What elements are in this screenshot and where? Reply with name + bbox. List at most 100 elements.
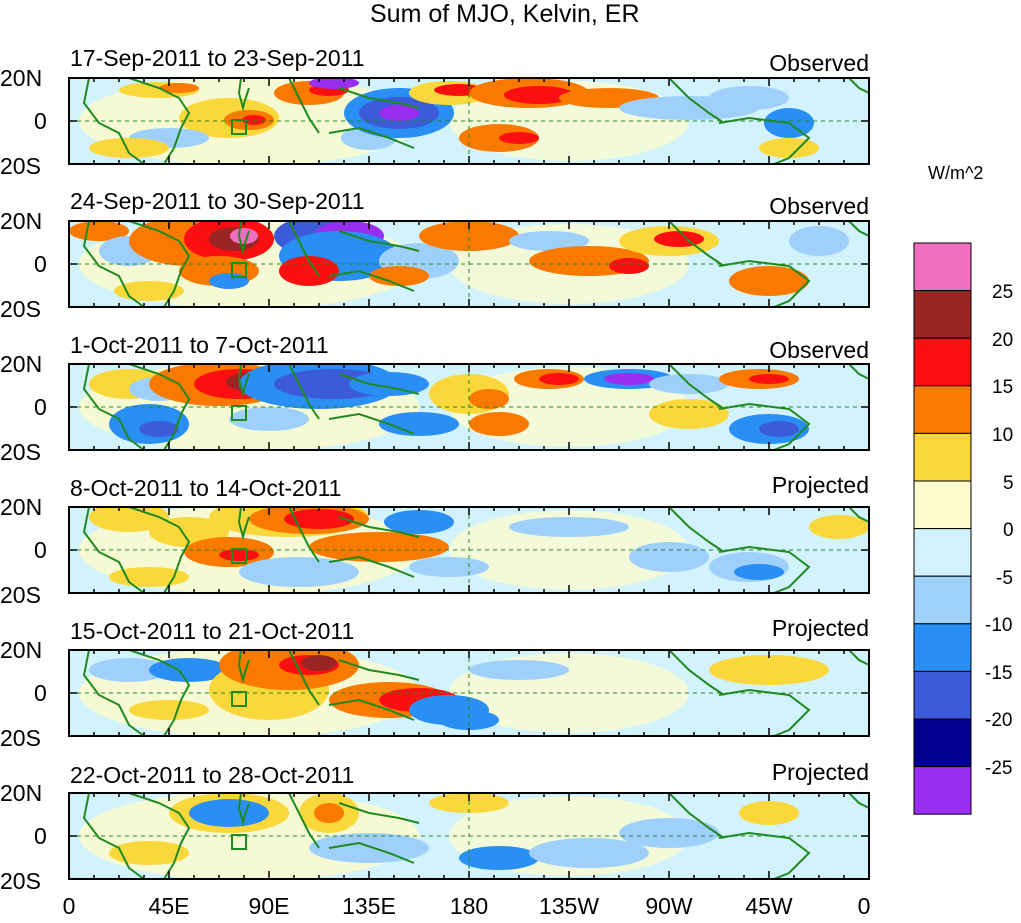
coastline <box>328 269 415 292</box>
lat-label-eq: 0 <box>34 823 47 849</box>
lon-label: 90E <box>248 893 290 919</box>
colorbar-swatch <box>913 385 972 434</box>
coastline <box>718 259 811 307</box>
anomaly-contour <box>369 266 429 286</box>
lon-label: 0 <box>857 893 871 919</box>
anomaly-contour <box>469 412 529 436</box>
map-panel <box>68 792 870 880</box>
reference-box <box>231 691 247 707</box>
lat-label-eq: 0 <box>34 394 47 420</box>
panel-status-2: Observed <box>769 193 869 219</box>
anomaly-contour <box>419 221 519 251</box>
anomaly-contour <box>789 226 849 256</box>
coastline <box>288 650 320 706</box>
panel-status-1: Observed <box>769 50 869 76</box>
anomaly-contour <box>654 231 704 247</box>
colorbar-swatch <box>913 623 972 672</box>
anomaly-contour <box>439 710 499 730</box>
coastline <box>288 793 320 849</box>
coastline <box>128 793 191 879</box>
coastline <box>82 78 145 164</box>
anomaly-contour <box>459 846 539 870</box>
coastline <box>328 698 415 721</box>
coastline <box>82 364 145 450</box>
lat-label-20n: 20N <box>0 65 43 91</box>
coastline <box>668 364 725 410</box>
anomaly-contour <box>499 132 539 144</box>
colorbar-level: -10 <box>985 615 1013 636</box>
colorbar-level: 25 <box>992 282 1014 303</box>
coastline <box>288 364 320 420</box>
coastline <box>82 507 145 593</box>
coastline <box>338 802 420 824</box>
coastline <box>128 78 191 164</box>
anomaly-contour <box>709 86 789 110</box>
anomaly-contour <box>809 515 869 539</box>
anomaly-contour <box>379 105 419 121</box>
anomaly-contour <box>729 266 809 296</box>
coastline <box>668 793 725 839</box>
anomaly-contour <box>619 818 719 848</box>
lat-label-20s: 20S <box>0 582 41 608</box>
colorbar-level: 0 <box>1003 520 1014 541</box>
lat-label-20n: 20N <box>0 208 43 234</box>
anomaly-contour <box>229 407 309 431</box>
lat-label-20s: 20S <box>0 868 41 894</box>
coastline <box>848 507 869 523</box>
lat-label-20n: 20N <box>0 351 43 377</box>
coastline <box>668 507 725 553</box>
colorbar-level: -15 <box>985 663 1013 684</box>
coastline <box>82 650 145 736</box>
lon-label: 135W <box>538 893 600 919</box>
coastline <box>82 793 145 879</box>
anomaly-contour <box>129 700 209 720</box>
anomaly-contour <box>349 372 429 396</box>
anomaly-contour <box>734 564 784 580</box>
coastline <box>237 78 250 112</box>
lon-label: 90W <box>645 893 693 919</box>
panel-period-1: 17-Sep-2011 to 23-Sep-2011 <box>70 45 365 71</box>
map-panel <box>68 363 870 451</box>
anomaly-contour <box>509 517 629 537</box>
anomaly-contour <box>509 231 589 251</box>
anomaly-contour <box>89 658 169 682</box>
lat-label-20s: 20S <box>0 296 41 322</box>
coastline <box>848 364 869 380</box>
coastline <box>328 412 415 435</box>
colorbar-level: -20 <box>985 710 1013 731</box>
coastline <box>718 831 811 879</box>
colorbar-swatch <box>913 528 972 577</box>
anomaly-contour <box>314 803 344 823</box>
coastline <box>128 364 191 450</box>
map-panel <box>68 506 870 594</box>
colorbar-swatch <box>913 242 972 292</box>
coastline <box>338 516 420 538</box>
coastline <box>237 221 250 255</box>
lat-label-eq: 0 <box>34 680 47 706</box>
reference-box <box>231 405 247 421</box>
coastline <box>718 116 811 164</box>
anomaly-contour <box>504 86 574 104</box>
coastline <box>338 230 420 252</box>
panel-period-4: 8-Oct-2011 to 14-Oct-2011 <box>70 475 342 501</box>
coastline <box>288 507 320 563</box>
anomaly-contour <box>139 421 179 437</box>
coastline <box>848 650 869 666</box>
anomaly-contour <box>604 373 654 385</box>
lat-label-eq: 0 <box>34 108 47 134</box>
anomaly-contour <box>529 838 649 868</box>
lat-label-20s: 20S <box>0 153 41 179</box>
colorbar <box>913 242 972 815</box>
anomaly-contour <box>379 412 459 436</box>
colorbar-swatch <box>913 718 972 768</box>
colorbar-level: 15 <box>992 377 1014 398</box>
colorbar-swatch <box>913 670 972 720</box>
anomaly-contour <box>469 660 569 680</box>
colorbar-level: 10 <box>992 425 1014 446</box>
figure-title: Sum of MJO, Kelvin, ER <box>370 0 640 28</box>
coastline <box>668 650 725 696</box>
anomaly-contour <box>242 115 266 125</box>
colorbar-level: -5 <box>996 568 1013 589</box>
anomaly-contour <box>309 833 429 863</box>
